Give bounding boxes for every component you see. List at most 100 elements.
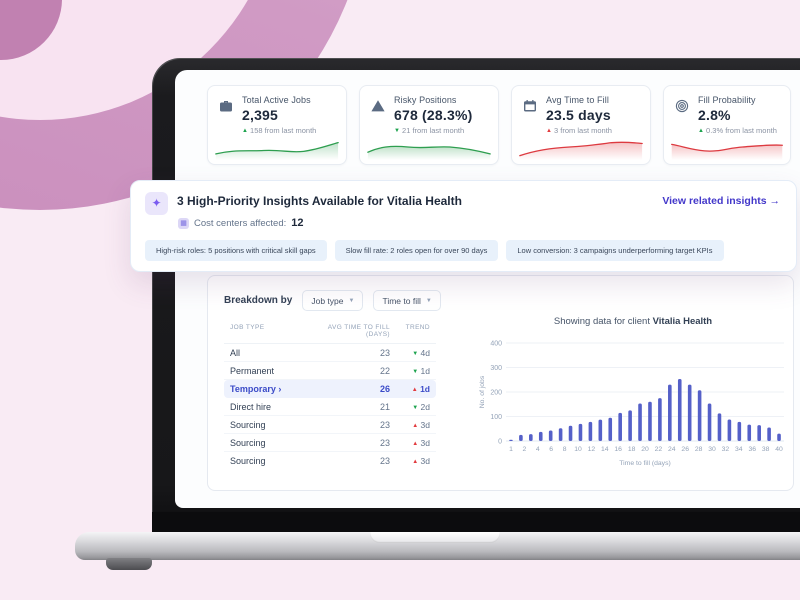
kpi-body: Fill Probability 2.8% ▲ 0.3% from last mon… <box>698 95 780 135</box>
calendar-icon <box>522 98 538 114</box>
svg-text:28: 28 <box>695 446 703 453</box>
laptop-hinge <box>152 512 800 532</box>
table-row-direct-hire[interactable]: Direct hire 21 ▼ 2d <box>224 398 436 416</box>
svg-text:40: 40 <box>775 446 783 453</box>
avg-time-cell: 22 <box>379 365 390 376</box>
svg-text:300: 300 <box>490 365 502 372</box>
svg-text:10: 10 <box>574 446 582 453</box>
trend-cell: ▼ 4d <box>412 347 430 358</box>
chart-block: Showing data for client Vitalia Health 0… <box>476 316 790 479</box>
kpi-title: Total Active Jobs <box>242 95 311 105</box>
chart-title-client: Vitalia Health <box>652 316 713 327</box>
chevron-down-icon: ▼ <box>425 297 432 304</box>
view-related-insights-link[interactable]: View related insights → <box>662 195 780 207</box>
insight-chips-row: High-risk roles: 5 positions with critic… <box>145 240 724 261</box>
table-row-sourcing[interactable]: Sourcing 23 ▲ 3d <box>224 452 436 470</box>
avg-time-cell: 23 <box>379 437 390 448</box>
avg-time-cell: 23 <box>379 456 390 466</box>
kpi-body: Total Active Jobs 2,395 ▲ 158 from last mo… <box>242 95 336 135</box>
job-type-table: JOB TYPE AVG TIME TO FILL (DAYS) TREND A… <box>224 324 436 470</box>
job-type-cell: Direct hire <box>230 401 272 412</box>
svg-text:12: 12 <box>588 446 596 453</box>
trend-cell: ▲ 3d <box>412 437 430 448</box>
kpi-value: 23.5 days <box>546 107 611 123</box>
table-row-temporary-[interactable]: Temporary › 26 ▲ 1d <box>224 380 436 398</box>
kpi-delta: ▲ 0.3% from last month <box>698 126 777 135</box>
trend-cell: ▼ 1d <box>412 365 430 376</box>
kpi-card-avg-time-to-fill: Avg Time to Fill 23.5 days ▲ 3 from last m… <box>511 85 651 165</box>
svg-text:32: 32 <box>722 446 730 453</box>
y-axis-label: No. of jobs <box>479 375 486 408</box>
x-axis-label: Time to fill (days) <box>619 460 671 467</box>
kpi-card-fill-probability: Fill Probability 2.8% ▲ 0.3% from last mon… <box>663 85 791 165</box>
laptop-base <box>75 532 800 560</box>
kpi-sparkline <box>366 134 492 160</box>
svg-text:20: 20 <box>641 446 649 453</box>
breakdown-panel: Breakdown by Job type ▼ Time to fill ▼ J… <box>207 275 794 491</box>
svg-text:200: 200 <box>490 390 502 397</box>
time-to-fill-filter-label: Time to fill <box>382 295 421 306</box>
trend-up-icon: ▲ <box>411 386 418 393</box>
chevron-down-icon: ▼ <box>348 297 355 304</box>
target-icon <box>674 98 690 114</box>
table-row-sourcing[interactable]: Sourcing 23 ▲ 3d <box>224 416 436 434</box>
laptop-screen: Total Active Jobs 2,395 ▲ 158 from last mo… <box>175 70 800 508</box>
cost-centers-value: 12 <box>291 217 304 229</box>
svg-text:18: 18 <box>628 446 636 453</box>
trend-cell: ▲ 1d <box>411 383 430 394</box>
kpi-card-total-active-jobs: Total Active Jobs 2,395 ▲ 158 from last mo… <box>207 85 347 165</box>
kpi-title: Fill Probability <box>698 95 756 105</box>
insights-banner-title: 3 High-Priority Insights Available for V… <box>177 194 462 208</box>
kpi-delta: ▼ 21 from last month <box>394 126 465 135</box>
trend-up-icon: ▲ <box>242 128 248 134</box>
table-row-sourcing[interactable]: Sourcing 23 ▲ 3d <box>224 434 436 452</box>
kpi-sparkline <box>214 134 340 160</box>
cost-centers-row: ▦ Cost centers affected: 12 <box>178 217 304 229</box>
warning-triangle-icon <box>370 98 386 114</box>
kpi-value: 678 (28.3%) <box>394 107 473 123</box>
kpi-sparkline <box>518 134 644 160</box>
trend-cell: ▲ 3d <box>412 456 430 466</box>
kpi-title: Avg Time to Fill <box>546 95 609 105</box>
insight-chip-1[interactable]: High-risk roles: 5 positions with critic… <box>145 240 327 261</box>
svg-text:1: 1 <box>509 446 513 453</box>
job-type-filter-label: Job type <box>311 295 344 306</box>
kpi-card-risky-positions: Risky Positions 678 (28.3%) ▼ 21 from last… <box>359 85 499 165</box>
insights-banner: ✦ 3 High-Priority Insights Available for… <box>130 180 797 272</box>
job-type-cell: Temporary › <box>230 383 282 394</box>
trend-up-icon: ▲ <box>698 128 704 134</box>
laptop-base-notch <box>370 532 500 543</box>
avg-time-cell: 23 <box>379 347 390 358</box>
trend-down-icon: ▼ <box>412 404 419 411</box>
kpi-title: Risky Positions <box>394 95 457 105</box>
time-to-fill-filter-dropdown[interactable]: Time to fill ▼ <box>373 290 441 311</box>
breakdown-by-label: Breakdown by <box>224 295 293 306</box>
table-row-permanent[interactable]: Permanent 22 ▼ 1d <box>224 362 436 380</box>
chart-title-prefix: Showing data for client <box>553 316 650 327</box>
job-type-cell: All <box>230 347 241 358</box>
svg-text:14: 14 <box>601 446 609 453</box>
svg-text:100: 100 <box>490 414 502 421</box>
job-type-cell: Sourcing <box>230 437 266 448</box>
svg-text:34: 34 <box>735 446 743 453</box>
job-type-cell: Sourcing <box>230 419 266 430</box>
sparkles-icon: ✦ <box>145 192 168 215</box>
trend-up-icon: ▲ <box>546 128 552 134</box>
trend-down-icon: ▼ <box>412 368 419 375</box>
svg-text:36: 36 <box>748 446 756 453</box>
col-header-avg-time: AVG TIME TO FILL (DAYS) <box>327 324 390 338</box>
avg-time-cell: 21 <box>379 401 390 412</box>
svg-text:16: 16 <box>614 446 622 453</box>
kpi-value: 2,395 <box>242 107 279 123</box>
trend-up-icon: ▲ <box>412 422 419 429</box>
breakdown-controls: Breakdown by Job type ▼ Time to fill ▼ <box>224 290 441 311</box>
job-type-filter-dropdown[interactable]: Job type ▼ <box>302 290 364 311</box>
insight-chip-2[interactable]: Slow fill rate: 2 roles open for over 90… <box>334 240 499 261</box>
table-header-row: JOB TYPE AVG TIME TO FILL (DAYS) TREND <box>224 324 436 344</box>
insight-chip-3[interactable]: Low conversion: 3 campaigns underperform… <box>506 240 724 261</box>
svg-text:30: 30 <box>708 446 716 453</box>
svg-text:24: 24 <box>668 446 676 453</box>
table-row-all[interactable]: All 23 ▼ 4d <box>224 344 436 362</box>
cost-centers-label: Cost centers affected: <box>194 217 287 229</box>
